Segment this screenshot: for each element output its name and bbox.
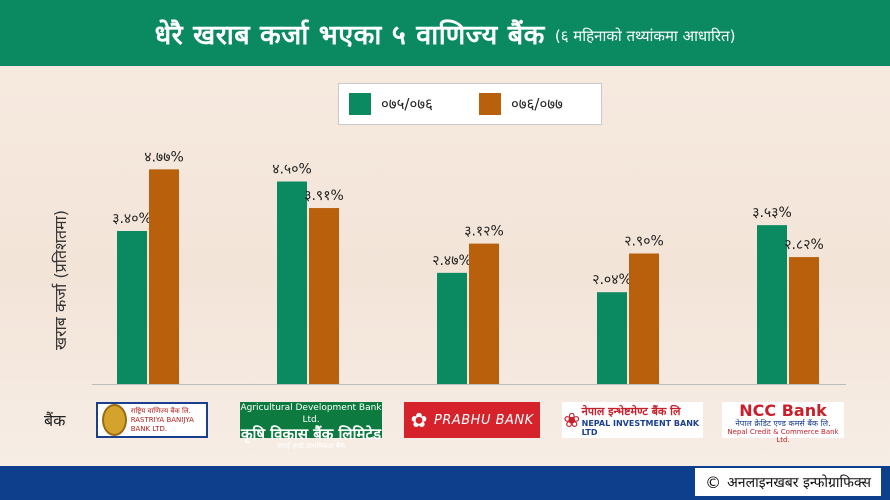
copyright-icon: © <box>705 472 722 492</box>
data-label-1-series-2: ४.७७% <box>144 149 184 165</box>
adbl-logo-line3: तपाईं हाम्रो प्राथमिकता बैंक <box>276 442 346 450</box>
bar-2-series-1 <box>277 181 307 384</box>
ncc-logo-line1: NCC Bank <box>739 401 827 420</box>
bar-1-series-1 <box>117 231 147 384</box>
bar-3-series-1 <box>437 272 467 384</box>
bar-2-series-2 <box>309 208 339 384</box>
bar-chart: ३.४०% ४.७७% ४.५०% ३.९१% २.४७% ३.१२% २.०४% २.९०%… <box>92 149 846 385</box>
data-label-4-series-2: २.९०% <box>624 234 664 250</box>
logo-agricultural-development-bank: Agricultural Development Bank Ltd. कृषि … <box>240 402 382 450</box>
data-label-5-series-2: २.८२% <box>784 237 824 253</box>
ncc-logo-line2: नेपाल क्रेडिट एण्ड कमर्स बैंक लि. <box>735 419 831 428</box>
chart-subtitle: (६ महिनाको तथ्यांकमा आधारित) <box>554 27 736 45</box>
credit-text: अनलाइनखबर इन्फोग्राफिक्स <box>727 474 871 491</box>
data-label-1-series-1: ३.४०% <box>112 211 152 227</box>
bar-5-series-1 <box>757 225 787 384</box>
credit-badge: © अनलाइनखबर इन्फोग्राफिक्स <box>694 467 882 497</box>
bar-5-series-2 <box>789 257 819 384</box>
logo-nepal-investment-bank: ❀ नेपाल इन्भेष्टमेण्ट बैंक लि NEPAL INVE… <box>562 402 703 438</box>
adbl-logo-line1: Agricultural Development Bank Ltd. <box>240 403 382 425</box>
ncc-logo-line3: Nepal Credit & Commerce Bank Ltd. <box>727 428 839 444</box>
legend-label-series1: ०७५/०७६ <box>381 95 433 113</box>
y-axis-label: खराब कर्जा (प्रतिशतमा) <box>51 210 70 350</box>
bar-1-series-2 <box>149 169 179 384</box>
prabhu-logo-text: PRABHU BANK <box>434 412 534 428</box>
legend-swatch-series2 <box>479 93 501 115</box>
bar-4-series-2 <box>629 253 659 384</box>
data-label-3-series-2: ३.१२% <box>464 224 504 240</box>
logo-ncc-bank: NCC Bank नेपाल क्रेडिट एण्ड कमर्स बैंक ल… <box>722 401 844 444</box>
adbl-logo-line2: कृषि विकास बैंक लिमिटेड <box>240 425 382 443</box>
header-bar: धेरै खराब कर्जा भएका ५ वाणिज्य बैंक (६ म… <box>0 0 890 66</box>
data-label-2-series-2: ३.९१% <box>304 188 344 204</box>
prabhu-flower-icon: ✿ <box>410 408 428 432</box>
chart-title: धेरै खराब कर्जा भएका ५ वाणिज्य बैंक <box>154 19 545 51</box>
nib-logo-line1: नेपाल इन्भेष्टमेण्ट बैंक लि <box>581 404 681 418</box>
data-label-2-series-1: ४.५०% <box>272 162 312 178</box>
logo-prabhu-bank: ✿ PRABHU BANK <box>404 402 540 438</box>
logo-rastriya-banijya-bank: राष्ट्रिय वाणिज्य बैंक लि. RASTRIYA BANI… <box>96 402 208 438</box>
legend: ०७५/०७६ ०७६/०७७ <box>338 83 602 125</box>
bar-3-series-2 <box>469 243 499 384</box>
nib-lotus-icon: ❀ <box>563 408 581 432</box>
bar-4-series-1 <box>597 292 627 384</box>
legend-item-series2: ०७६/०७७ <box>479 93 599 115</box>
legend-item-series1: ०७५/०७६ <box>349 93 469 115</box>
data-label-5-series-1: ३.५३% <box>752 205 792 221</box>
rbb-seal-icon <box>102 404 127 436</box>
legend-label-series2: ०७६/०७७ <box>511 95 563 113</box>
data-label-3-series-1: २.४७% <box>432 253 472 269</box>
legend-swatch-series1 <box>349 93 371 115</box>
x-axis-label: बैंक <box>44 411 66 430</box>
nib-logo-line2: NEPAL INVESTMENT BANK LTD <box>581 418 700 437</box>
data-label-4-series-1: २.०४% <box>592 272 632 288</box>
rbb-logo-line1: राष्ट्रिय वाणिज्य बैंक लि. <box>130 406 191 415</box>
rbb-logo-line2: RASTRIYA BANIJYA BANK LTD. <box>130 415 194 433</box>
